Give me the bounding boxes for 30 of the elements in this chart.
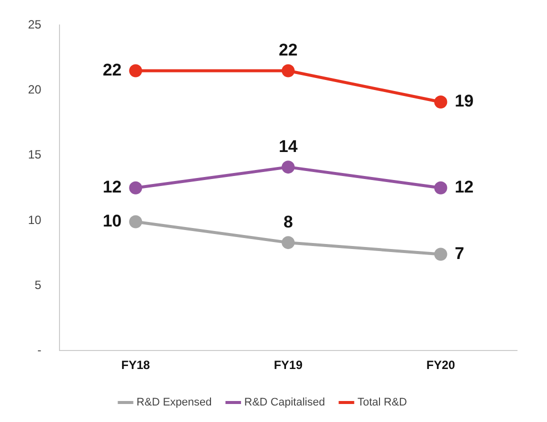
data-label: 14 — [278, 136, 298, 156]
x-tick-label: FY19 — [274, 358, 303, 372]
y-tick-label: 25 — [28, 18, 42, 32]
point — [434, 248, 448, 261]
legend-label: R&D Capitalised — [244, 396, 325, 409]
legend-label: Total R&D — [357, 396, 408, 409]
y-tick-label: 5 — [34, 278, 42, 292]
x-tick-label: FY20 — [426, 358, 456, 372]
y-tick-label: 10 — [28, 212, 42, 227]
legend-label: R&D Expensed — [136, 396, 212, 409]
point — [434, 95, 448, 108]
point — [282, 160, 295, 174]
y-tick-label: 15 — [28, 148, 42, 162]
x-tick-label: FY18 — [121, 358, 150, 372]
point — [282, 236, 295, 250]
data-label: 7 — [454, 244, 464, 263]
y-tick-label: - — [37, 342, 42, 357]
data-label: 19 — [454, 92, 474, 111]
point — [129, 64, 142, 78]
data-label: 22 — [278, 40, 298, 60]
point — [282, 64, 295, 78]
point — [129, 181, 142, 194]
point — [434, 181, 448, 194]
data-label: 12 — [102, 178, 122, 197]
data-label: 8 — [283, 212, 293, 232]
data-label: 12 — [454, 178, 474, 197]
y-tick-label: 20 — [28, 82, 42, 97]
point — [129, 215, 142, 228]
data-label: 10 — [102, 211, 122, 230]
data-label: 22 — [102, 60, 122, 80]
